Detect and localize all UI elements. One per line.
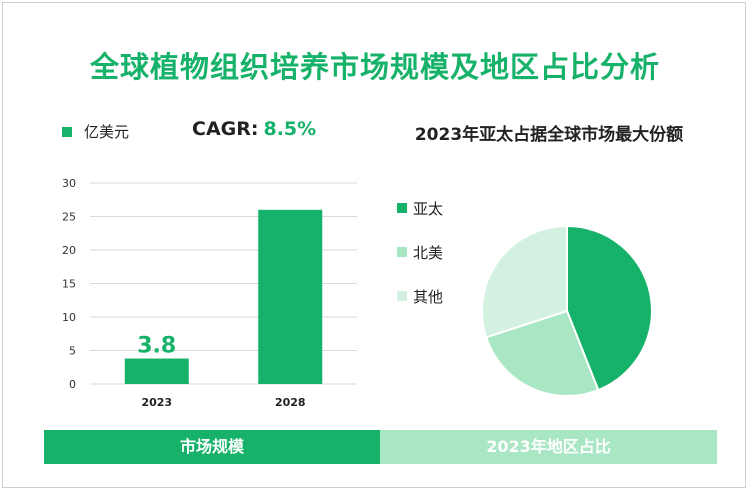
cagr-value: 8.5% (263, 118, 317, 140)
y-tick-label: 5 (69, 345, 76, 358)
page-title: 全球植物组织培养市场规模及地区占比分析 (89, 50, 660, 84)
y-tick-label: 10 (62, 311, 76, 324)
pie-legend-swatch (397, 247, 407, 257)
pie-slice (566, 224, 653, 392)
y-tick-label: 0 (69, 378, 76, 391)
pie-legend-label: 亚太 (413, 199, 444, 218)
pie-title: 2023年亚太占据全球市场最大份额 (414, 125, 684, 145)
x-tick-label: 2023 (141, 396, 172, 409)
pie-legend: 亚太 北美 其他 (397, 198, 443, 330)
pie-legend-item: 亚太 (397, 198, 443, 218)
band-market-size: 市场规模 (44, 430, 380, 464)
pie-legend-item: 其他 (397, 286, 443, 306)
chart-frame (2, 2, 746, 488)
pie-legend-item: 北美 (397, 242, 443, 262)
pie-legend-swatch (397, 291, 407, 301)
bar (124, 358, 189, 384)
x-tick-label: 2028 (275, 396, 306, 409)
band-region-share: 2023年地区占比 (380, 430, 717, 464)
bar-legend-swatch (62, 126, 72, 137)
pie-legend-label: 其他 (413, 287, 444, 306)
cagr-label: CAGR: (192, 118, 259, 140)
y-tick-label: 25 (62, 211, 76, 224)
pie-slice (484, 309, 600, 397)
pie-slice (481, 224, 568, 339)
y-tick-label: 20 (62, 244, 76, 257)
bar-legend-label: 亿美元 (84, 123, 130, 141)
pie-legend-swatch (397, 203, 407, 213)
pie-legend-label: 北美 (413, 243, 444, 262)
bar (258, 209, 323, 384)
y-tick-label: 30 (62, 177, 76, 190)
y-tick-label: 15 (62, 278, 76, 291)
data-label: 3.8 (137, 334, 176, 359)
cagr-text: CAGR: 8.5% (192, 118, 316, 140)
bar-legend: 亿美元 (62, 121, 129, 142)
